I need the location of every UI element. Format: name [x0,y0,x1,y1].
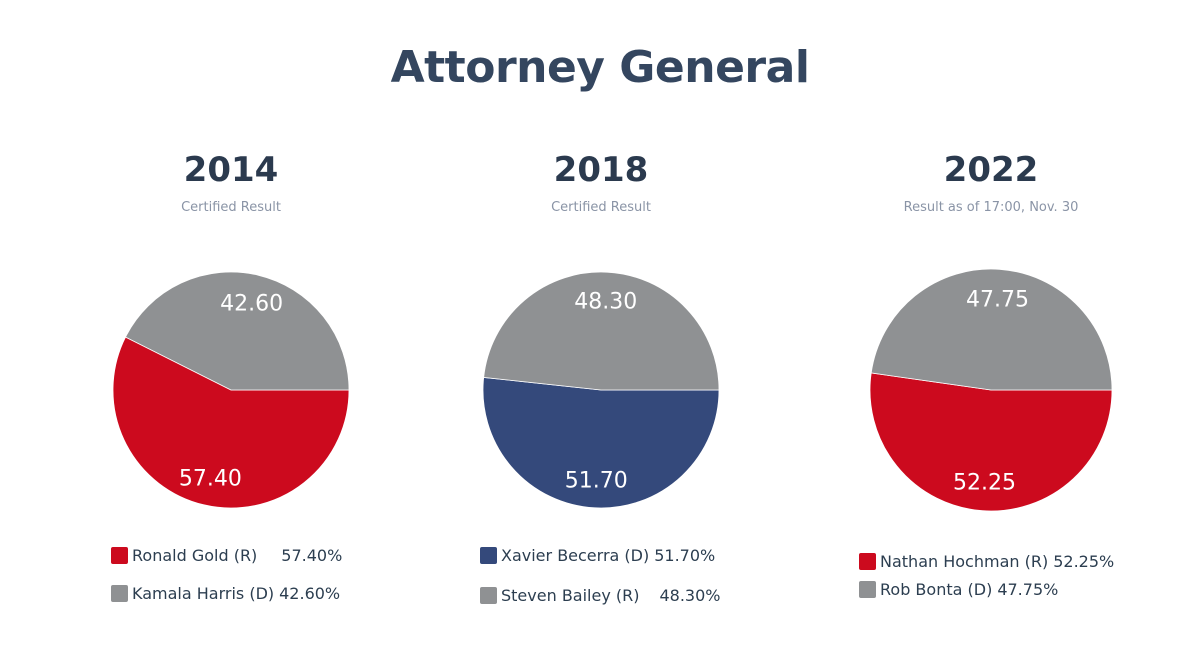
legend-label: Steven Bailey (R) [501,586,640,605]
chart-subtitle: Certified Result [551,200,651,215]
slice-label: 48.30 [574,289,637,314]
pie-chart: 52.25 47.75 [869,268,1113,512]
legend-value: 47.75% [997,580,1059,599]
chart-year: 2014 [183,150,279,190]
legend-swatch [859,581,876,598]
pie-slice[interactable] [483,271,720,391]
pie-slice[interactable] [870,268,1113,391]
slice-label: 47.75 [966,287,1029,312]
legend-item[interactable]: Kamala Harris (D) 42.60% [111,584,340,603]
legend-label: Nathan Hochman (R) [880,552,1049,571]
pie-chart: 51.70 48.30 [482,271,720,509]
legend-swatch [111,547,128,564]
legend-value: 52.25% [1053,552,1115,571]
legend-label: Rob Bonta (D) [880,580,993,599]
slice-label: 52.25 [953,471,1016,496]
pie-chart: 57.40 42.60 [112,271,350,509]
legend-value: 51.70% [654,546,716,565]
pie-slice[interactable] [482,376,720,509]
legend-item[interactable]: Steven Bailey (R) 48.30% [480,586,721,605]
chart-subtitle: Result as of 17:00, Nov. 30 [903,200,1079,215]
chart-panel-2014: 2014 Certified Result 57.40 42.60 Ronald … [81,0,381,664]
legend-swatch [111,585,128,602]
pie-slice[interactable] [124,271,350,391]
legend-item[interactable]: Rob Bonta (D) 47.75% [859,580,1058,599]
legend-label: Kamala Harris (D) [132,584,275,603]
legend-value: 42.60% [279,584,341,603]
chart-panel-2022: 2022 Result as of 17:00, Nov. 30 52.25 47… [841,0,1141,664]
legend-swatch [480,587,497,604]
chart-year: 2022 [943,150,1039,190]
legend-label: Xavier Becerra (D) [501,546,650,565]
chart-subtitle: Certified Result [181,200,281,215]
legend-item[interactable]: Nathan Hochman (R) 52.25% [859,552,1114,571]
legend-value: 48.30% [659,586,721,605]
slice-label: 42.60 [220,292,283,317]
legend-swatch [480,547,497,564]
legend-value: 57.40% [281,546,343,565]
chart-panel-2018: 2018 Certified Result 51.70 48.30 Xavier … [451,0,751,664]
legend-swatch [859,553,876,570]
page-title: Attorney General [390,42,810,93]
pie-slice[interactable] [112,336,350,509]
slice-label: 57.40 [179,466,242,491]
chart-year: 2018 [553,150,649,190]
pie-slice[interactable] [869,372,1113,512]
legend-item[interactable]: Xavier Becerra (D) 51.70% [480,546,715,565]
legend-label: Ronald Gold (R) [132,546,258,565]
slice-label: 51.70 [565,469,628,494]
legend-item[interactable]: Ronald Gold (R) 57.40% [111,546,342,565]
